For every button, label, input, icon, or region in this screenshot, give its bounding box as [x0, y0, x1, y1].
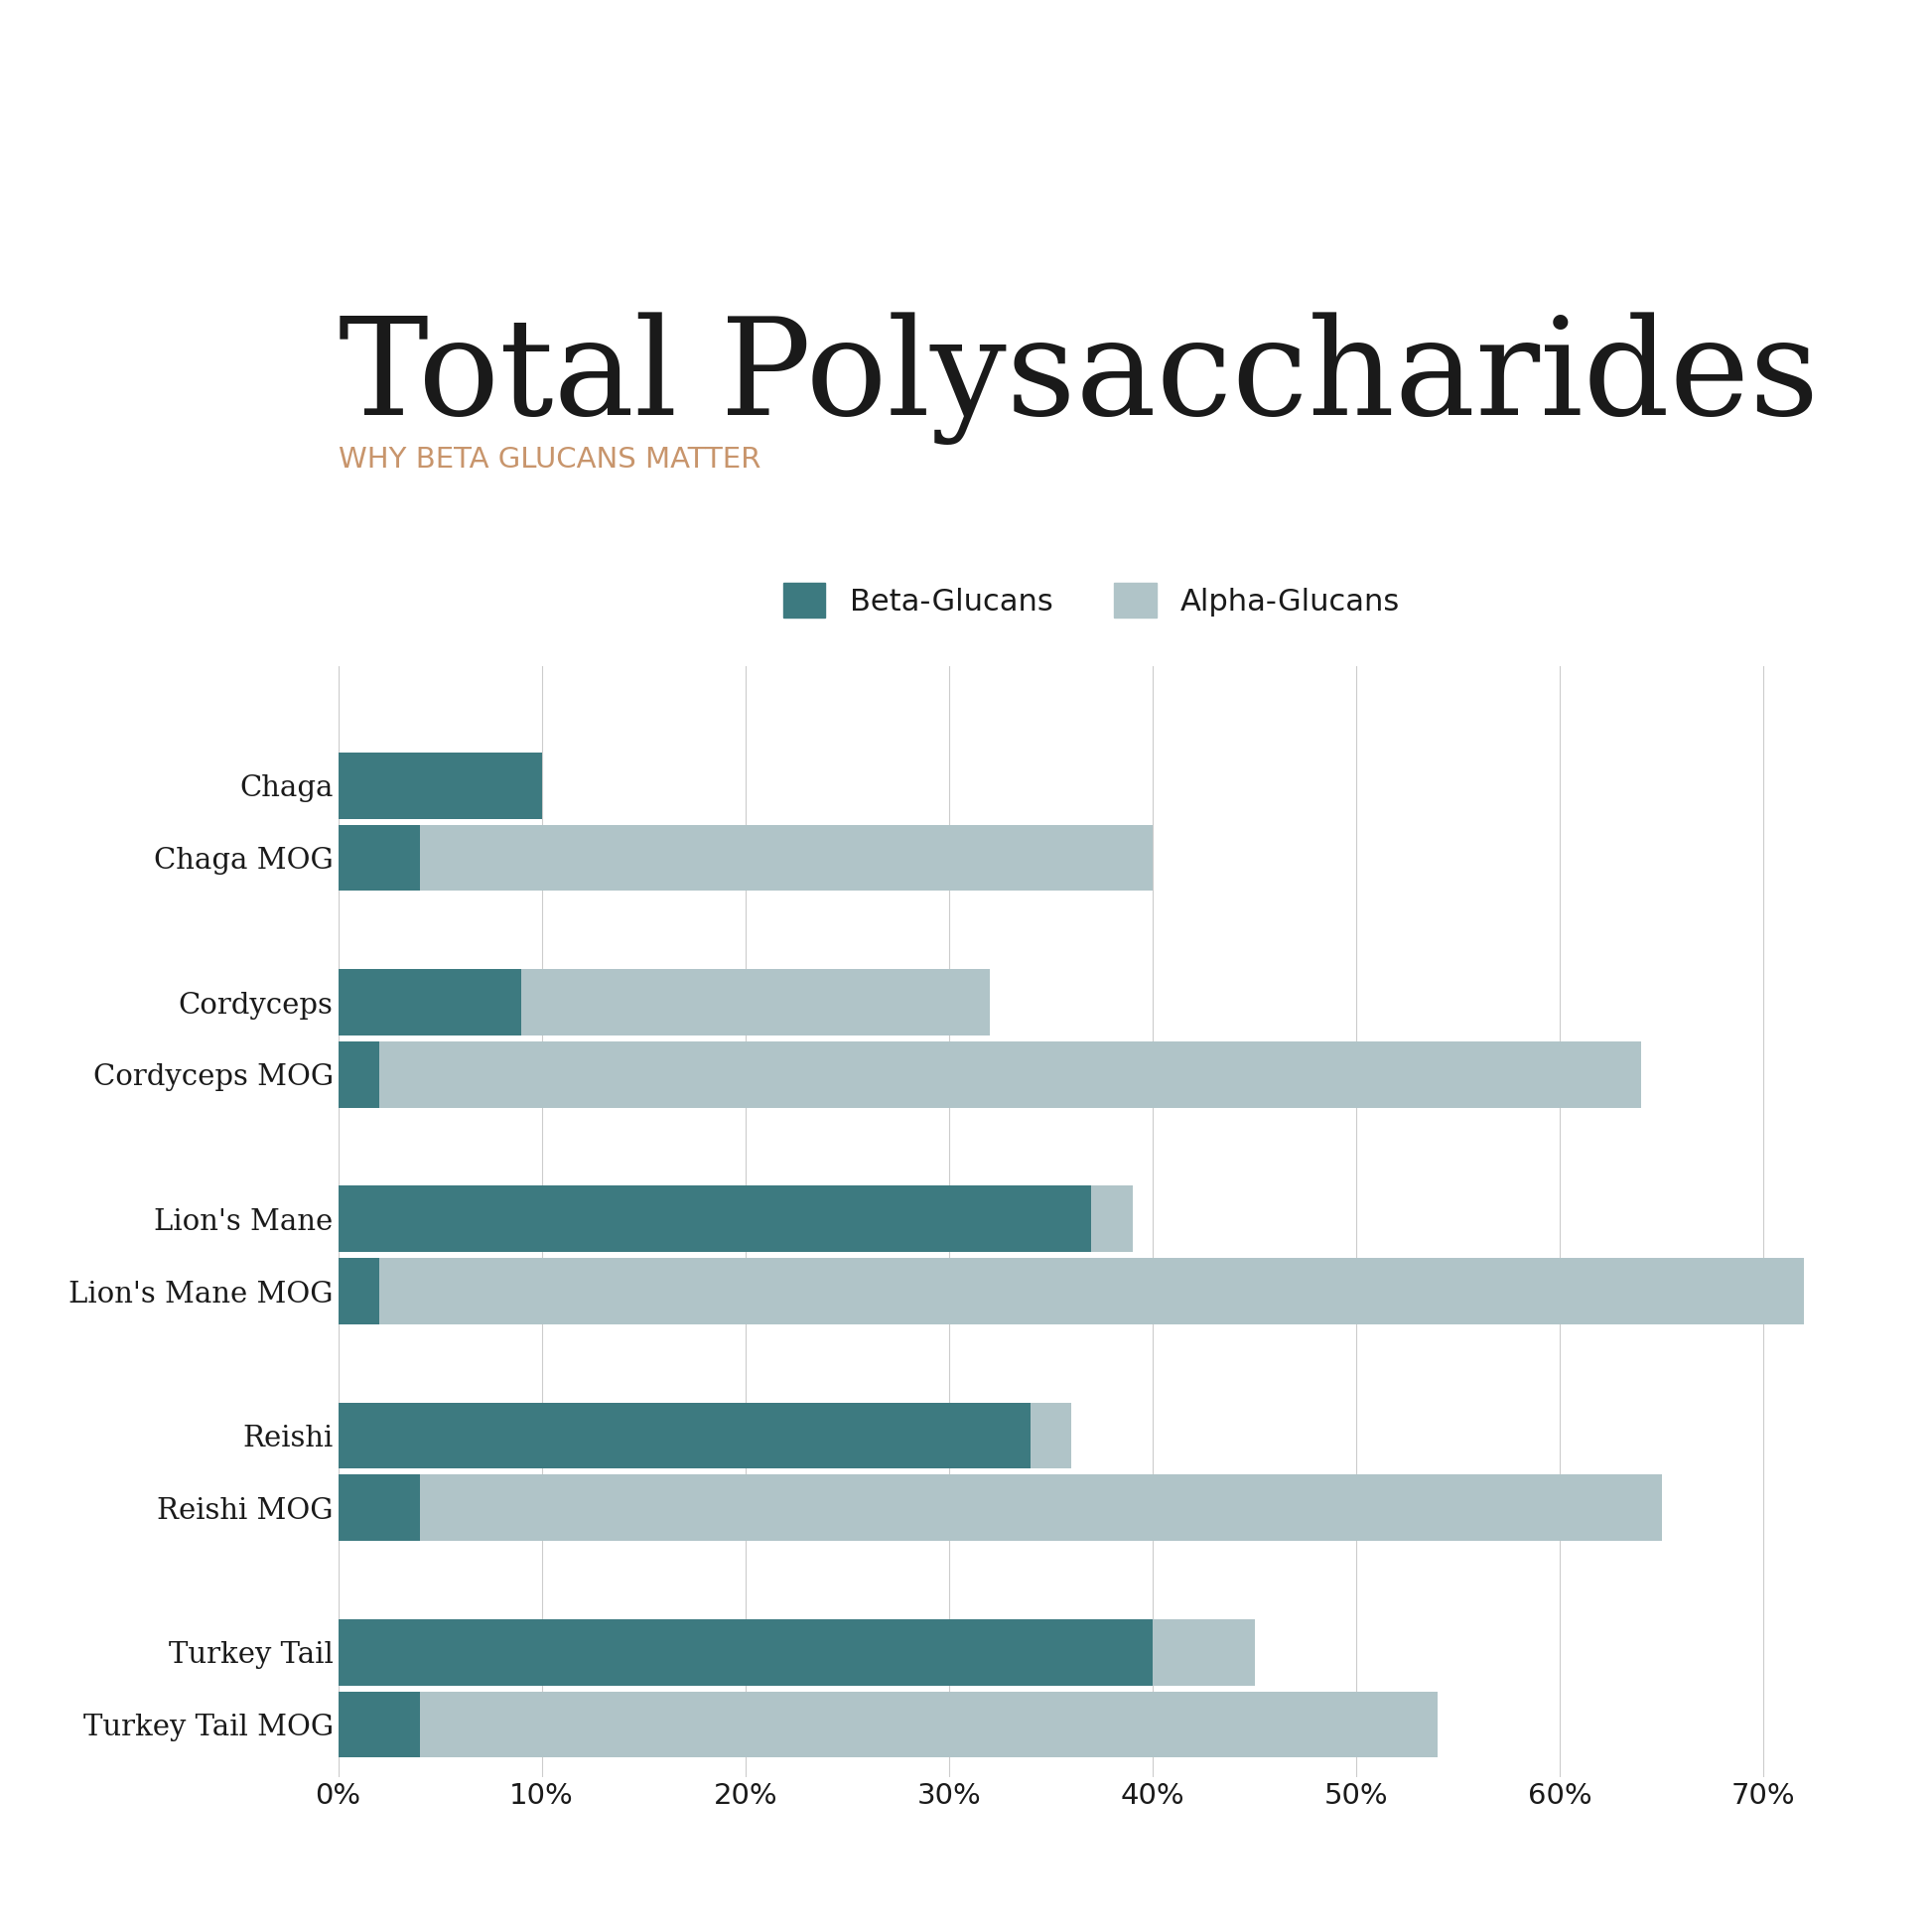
Bar: [1153, 1619, 1254, 1685]
Bar: [338, 1690, 419, 1758]
Bar: [379, 1258, 1804, 1323]
Text: Total Polysaccharides: Total Polysaccharides: [338, 311, 1818, 444]
Bar: [419, 1690, 1437, 1758]
Bar: [338, 1403, 1030, 1468]
Bar: [338, 1258, 379, 1323]
Bar: [338, 1619, 1153, 1685]
Bar: [338, 825, 419, 891]
Bar: [419, 1474, 1662, 1542]
Bar: [379, 1041, 1642, 1107]
Bar: [522, 970, 989, 1036]
Bar: [1092, 1186, 1132, 1252]
Bar: [1030, 1403, 1070, 1468]
Bar: [338, 1186, 1092, 1252]
Bar: [338, 970, 522, 1036]
Bar: [338, 1474, 419, 1542]
Bar: [338, 1041, 379, 1107]
Text: WHY BETA GLUCANS MATTER: WHY BETA GLUCANS MATTER: [338, 446, 761, 473]
Legend: Beta-Glucans, Alpha-Glucans: Beta-Glucans, Alpha-Glucans: [771, 570, 1412, 630]
Bar: [338, 753, 541, 819]
Bar: [419, 825, 1153, 891]
